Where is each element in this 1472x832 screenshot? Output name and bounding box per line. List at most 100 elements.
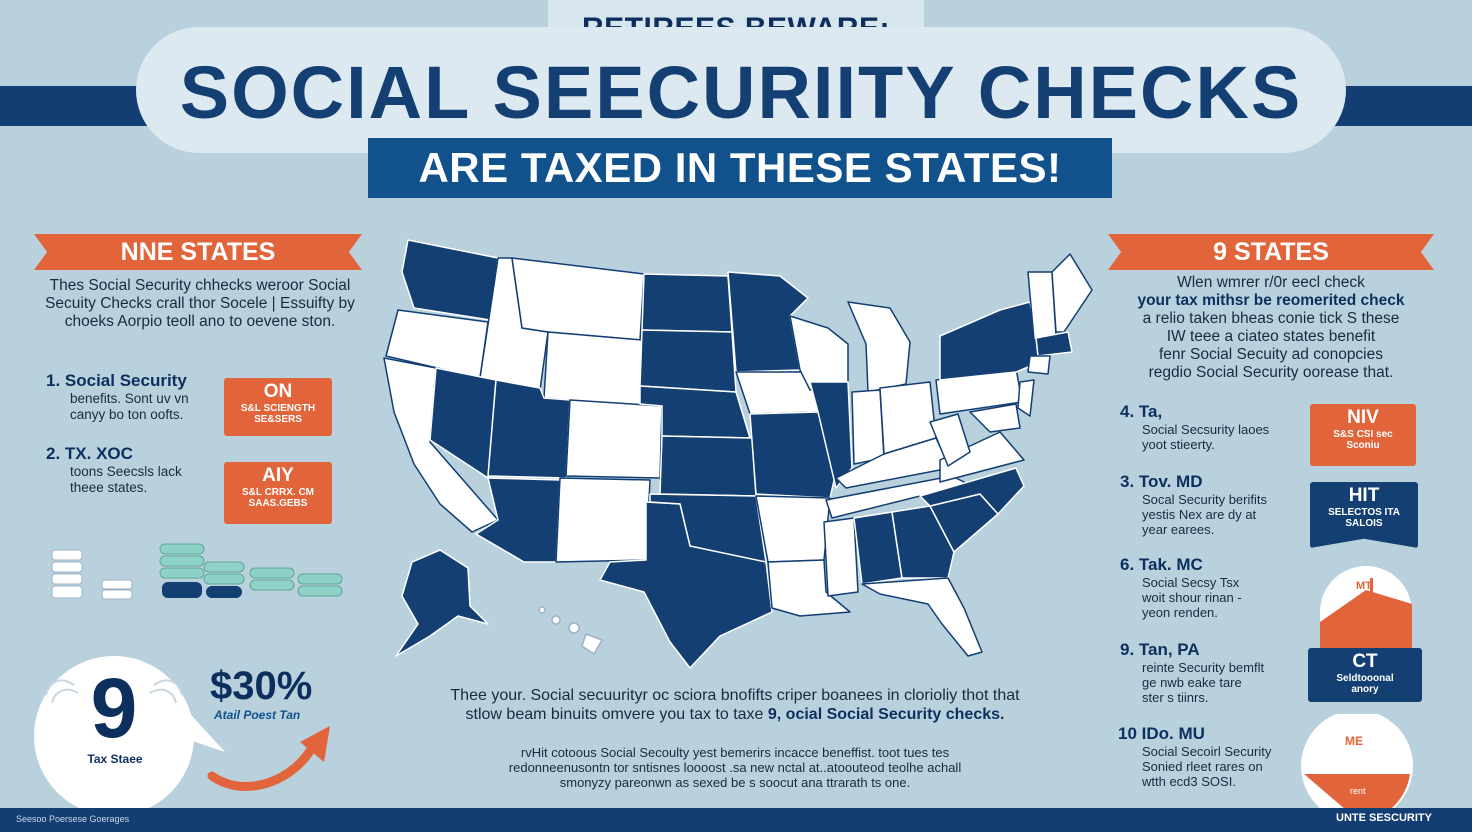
right-item-text: Social Secoirl Security [1142, 744, 1272, 759]
right-ribbon: 9 STATES [1108, 234, 1434, 270]
bottom-summary-line: Thee your. Social secuurityr oc sciora b… [450, 687, 1020, 704]
left-item-title: 1. Social Security [46, 371, 187, 390]
state-new-mexico [555, 477, 651, 563]
page-subtitle: ARE TAXED IN THESE STATES! [368, 138, 1112, 198]
right-item-text: Socal Security berifits [1142, 492, 1267, 507]
state-south-dakota [639, 329, 737, 393]
right-item-3: 6. Tak. MC Social Secsy Tsx woit shour r… [1120, 555, 1242, 620]
state-florida [861, 577, 983, 657]
state-maine [1051, 253, 1093, 333]
right-item-text: Social Secsy Tsx [1142, 575, 1240, 590]
right-item-title: 3. Tov. MD [1120, 472, 1203, 491]
bottom-summary-text: stlow beam binuits omvere you tax to tax… [465, 706, 768, 723]
right-item-text: woit shour rinan - [1142, 590, 1242, 605]
state-tag-sub: anory [1351, 684, 1379, 695]
state-washington [401, 239, 499, 321]
footer-source: Seesoo Poersese Goerages [16, 814, 130, 824]
fine-print-line: smonyzy pareonwn as sexed be s soocut an… [559, 775, 911, 790]
state-tag-sub-me: rent [1350, 786, 1366, 796]
right-paragraph-line: Wlen wmrer r/0r eecl check [1177, 274, 1365, 291]
left-item-text: benefits. Sont uv vn [70, 391, 189, 406]
fine-print-line: redonneenusontn tor sntisnes loooost .sa… [508, 760, 962, 775]
footer-bar [0, 808, 1472, 832]
right-item-text: wtth ecd3 SOSI. [1142, 774, 1236, 789]
page-title: SOCIAL SEECURIITY CHECKS [179, 51, 1303, 134]
title-pill [136, 27, 1346, 153]
state-new-jersey [1017, 379, 1035, 417]
tax-percent-label: Atail Poest Tan [214, 708, 301, 722]
bottom-summary-bold: 9, ocial Social Security checks. [767, 706, 1005, 723]
wings-icon [45, 679, 183, 704]
right-item-5: 10 IDo. MU Social Secoirl Security Sonie… [1118, 724, 1271, 789]
left-paragraph: Thes Social Security chhecks weroor Soci… [45, 277, 355, 330]
state-tag-ct: CT Seldtooonal anory [1308, 648, 1422, 702]
state-tag-code: CT [1352, 651, 1378, 672]
state-louisiana [767, 559, 851, 617]
right-paragraph-line: regdio Social Security oorease that. [1148, 364, 1394, 381]
bottom-fine-print: rvHit cotoous Social Secoulty yest bemer… [440, 745, 1030, 790]
right-paragraph: Wlen wmrer r/0r eecl check your tax mith… [1110, 274, 1432, 382]
right-item-text: ge nwb eake tare [1142, 675, 1242, 690]
state-michigan [847, 301, 911, 393]
state-tag-on: ON S&L SCIENGTH SE&SERS [224, 378, 332, 436]
state-tag-code-mt: MT [1356, 580, 1372, 592]
left-item-1: 1. Social Security benefits. Sont uv vn … [46, 371, 189, 423]
state-missouri [749, 411, 837, 499]
state-kansas [659, 435, 757, 497]
badge-label: Tax Staee [87, 752, 143, 766]
state-tag-code-me: ME [1345, 734, 1363, 748]
state-tag-sub: Sconiu [1346, 440, 1380, 451]
right-item-4: 9. Tan, PA reinte Security bemflt ge nwb… [1120, 640, 1264, 705]
state-tag-niv: NIV S&S CSI sec Sconiu [1310, 404, 1416, 466]
right-item-title: 6. Tak. MC [1120, 555, 1203, 574]
state-north-dakota [641, 273, 733, 333]
right-item-text: yoot stieerty. [1142, 437, 1215, 452]
state-tag-code: HIT [1348, 485, 1380, 506]
right-item-text: Sonied rleet rares on [1142, 759, 1263, 774]
orange-arrow-icon [207, 726, 330, 791]
us-map [383, 239, 1093, 669]
right-paragraph-line: your tax mithsr be reomerited check [1137, 292, 1405, 309]
right-item-2: 3. Tov. MD Socal Security berifits yesti… [1120, 472, 1267, 537]
state-new-york [939, 301, 1041, 381]
right-item-text: yeon renden. [1142, 605, 1218, 620]
bottom-summary-line: stlow beam binuits omvere you tax to tax… [420, 705, 1050, 724]
right-item-text: ster s tiinrs. [1142, 690, 1209, 705]
state-tag-hit: HIT SELECTOS ITA SALOIS [1310, 482, 1418, 548]
right-item-title: 9. Tan, PA [1120, 640, 1200, 659]
state-alaska [395, 549, 489, 657]
right-paragraph-line: IW teee a ciateo states benefit [1166, 328, 1376, 345]
right-item-title: 4. Ta, [1120, 402, 1163, 421]
state-tag-sub: SE&SERS [254, 414, 302, 425]
badge-tail [150, 670, 225, 752]
coin-stacks-illustration [51, 543, 343, 600]
state-texas [599, 501, 773, 669]
state-mississippi [823, 517, 859, 597]
state-tag-sub: SELECTOS ITA [1328, 507, 1400, 518]
left-item-text: theee states. [70, 480, 148, 495]
state-massachusetts [1035, 331, 1073, 357]
state-tag-sub: S&L SCIENGTH [240, 403, 316, 414]
state-tag-sub: S&S CSI sec [1333, 429, 1393, 440]
right-paragraph-line: a relio taken bheas conie tick S these [1142, 310, 1400, 327]
bottom-summary: Thee your. Social secuurityr oc sciora b… [420, 686, 1050, 724]
left-item-2: 2. TX. XOC toons Seecsls lack theee stat… [46, 444, 182, 496]
state-tag-sub: SALOIS [1345, 518, 1383, 529]
state-indiana [851, 389, 885, 465]
state-tag-code: NIV [1347, 407, 1379, 428]
left-item-title: 2. TX. XOC [46, 444, 133, 463]
tax-percent: $30% [210, 664, 313, 708]
right-item-text: yestis Nex are dy at [1142, 507, 1257, 522]
state-tag-me-shape [1301, 714, 1413, 808]
state-tag-code: AIY [262, 465, 294, 486]
state-montana [511, 257, 645, 341]
right-item-text: year earees. [1142, 522, 1215, 537]
state-colorado [565, 399, 663, 479]
state-tag-code: ON [263, 381, 293, 402]
right-item-title: 10 IDo. MU [1118, 724, 1205, 743]
state-tag-sub: SAAS.GEBS [248, 498, 308, 509]
left-item-text: canyy bo ton oofts. [70, 407, 184, 422]
right-paragraph-line: fenr Social Secuity ad conopcies [1158, 346, 1384, 363]
state-wyoming [543, 331, 643, 407]
state-georgia [891, 505, 955, 579]
